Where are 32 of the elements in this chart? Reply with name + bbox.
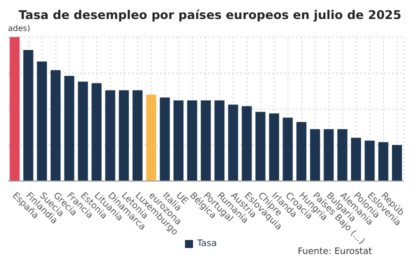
bar bbox=[118, 90, 129, 181]
bar bbox=[23, 50, 34, 181]
bar bbox=[92, 83, 102, 181]
bar bbox=[50, 70, 61, 181]
bar bbox=[378, 142, 388, 181]
bar bbox=[242, 106, 252, 181]
bar bbox=[78, 82, 88, 181]
bar bbox=[364, 140, 375, 181]
bar bbox=[174, 100, 184, 181]
y-axis-title: ades) bbox=[8, 24, 32, 33]
bar bbox=[296, 122, 306, 181]
bar bbox=[351, 138, 362, 181]
bar bbox=[392, 145, 402, 181]
bar bbox=[214, 100, 224, 181]
bar bbox=[36, 61, 47, 181]
bar bbox=[105, 90, 116, 181]
bar bbox=[228, 104, 238, 181]
bar bbox=[337, 129, 348, 181]
bar bbox=[160, 97, 170, 181]
bar bbox=[269, 113, 280, 181]
bar bbox=[132, 90, 143, 181]
bar bbox=[200, 100, 211, 181]
bar bbox=[146, 94, 156, 181]
source-note: Fuente: Eurostat bbox=[298, 247, 372, 257]
chart-title: Tasa de desempleo por países europeos en julio de 2025 bbox=[18, 8, 402, 22]
bar bbox=[324, 129, 334, 181]
bar bbox=[255, 112, 266, 181]
bar bbox=[282, 118, 293, 181]
bar bbox=[64, 76, 74, 181]
bar bbox=[187, 100, 198, 181]
bar bbox=[310, 129, 320, 181]
legend-label: Tasa bbox=[197, 239, 217, 249]
